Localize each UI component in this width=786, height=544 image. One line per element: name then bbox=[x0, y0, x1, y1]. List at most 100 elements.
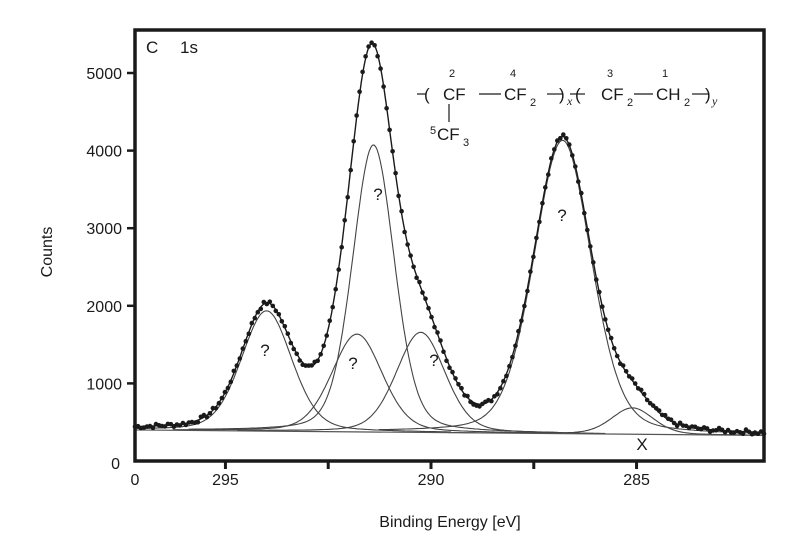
data-point bbox=[507, 363, 512, 369]
data-point bbox=[677, 420, 683, 426]
data-point bbox=[339, 244, 345, 250]
formula-sub-x: x bbox=[566, 94, 573, 108]
y-tick-label: 5000 bbox=[86, 66, 122, 83]
data-point bbox=[579, 190, 584, 196]
component-peak-2 bbox=[172, 333, 541, 434]
data-point bbox=[246, 331, 252, 337]
peak-label: ? bbox=[429, 351, 438, 370]
data-point bbox=[243, 338, 249, 344]
data-point bbox=[432, 324, 437, 330]
data-point bbox=[327, 318, 333, 324]
peak-label: X bbox=[636, 435, 647, 454]
y-tick-label: 2000 bbox=[86, 299, 122, 316]
formula-sub-2b: 2 bbox=[627, 97, 633, 109]
y-tick-label: 1000 bbox=[86, 376, 122, 393]
y-tick-label: 0 bbox=[111, 456, 120, 473]
data-point bbox=[408, 253, 413, 258]
data-point bbox=[513, 343, 518, 349]
data-point bbox=[399, 208, 404, 214]
data-point bbox=[561, 132, 566, 137]
data-point bbox=[549, 156, 554, 161]
data-point bbox=[417, 279, 422, 285]
data-point bbox=[435, 330, 440, 335]
data-point bbox=[279, 319, 285, 324]
data-point bbox=[297, 358, 303, 363]
data-point bbox=[620, 363, 626, 368]
data-point bbox=[641, 391, 647, 397]
data-point bbox=[519, 318, 524, 324]
data-point bbox=[582, 210, 587, 216]
data-point bbox=[447, 365, 452, 371]
data-point bbox=[498, 385, 503, 391]
formula-cf2-b: CF bbox=[601, 85, 624, 104]
data-point bbox=[594, 277, 599, 282]
data-point bbox=[450, 369, 455, 375]
data-point bbox=[405, 242, 410, 247]
y-ticks: 0 1000 2000 3000 4000 5000 bbox=[86, 66, 135, 473]
data-point bbox=[357, 89, 362, 94]
data-point bbox=[330, 304, 336, 310]
data-point bbox=[644, 397, 650, 403]
data-point bbox=[150, 425, 156, 431]
data-point bbox=[656, 408, 662, 413]
data-point bbox=[387, 127, 392, 133]
data-point bbox=[366, 44, 371, 49]
data-point bbox=[674, 423, 680, 429]
y-tick-label: 4000 bbox=[86, 144, 122, 161]
formula-num-3: 3 bbox=[607, 68, 613, 80]
data-point bbox=[438, 338, 443, 343]
x-tick-label: 290 bbox=[418, 472, 445, 489]
data-point bbox=[534, 235, 539, 241]
data-point bbox=[195, 420, 201, 425]
data-point bbox=[231, 368, 237, 374]
data-point bbox=[465, 393, 470, 399]
data-point bbox=[318, 352, 324, 357]
data-point bbox=[402, 229, 407, 235]
y-axis-title: Counts bbox=[39, 227, 56, 278]
formula-sub-2a: 2 bbox=[530, 97, 536, 109]
formula-num-4: 4 bbox=[510, 68, 516, 80]
data-point bbox=[285, 331, 291, 337]
data-point bbox=[315, 358, 321, 364]
data-point bbox=[345, 195, 351, 200]
data-point bbox=[650, 403, 656, 408]
peak-label: ? bbox=[260, 341, 269, 360]
x-tick-label: 0 bbox=[131, 472, 140, 489]
data-point bbox=[623, 369, 629, 374]
data-point bbox=[378, 66, 383, 71]
data-point bbox=[591, 260, 596, 265]
formula-cf2-a: CF bbox=[504, 85, 527, 104]
data-point bbox=[558, 135, 563, 141]
formula-sub-2c: 2 bbox=[684, 97, 690, 109]
data-point bbox=[324, 333, 330, 338]
data-point bbox=[522, 303, 527, 309]
data-point bbox=[459, 385, 464, 391]
data-point bbox=[288, 340, 294, 346]
formula-paren-close-2: ) bbox=[705, 85, 711, 104]
data-point bbox=[543, 185, 548, 190]
formula-num-2: 2 bbox=[449, 68, 455, 80]
data-point bbox=[267, 299, 273, 305]
data-point bbox=[363, 54, 368, 59]
component-peak-3 bbox=[188, 144, 559, 433]
x-ticks: 0 295 290 285 bbox=[131, 461, 650, 489]
data-point bbox=[600, 304, 605, 309]
data-point bbox=[668, 417, 674, 423]
data-point bbox=[564, 136, 569, 141]
component-peak-5 bbox=[378, 139, 747, 434]
peak-label: ? bbox=[348, 354, 357, 373]
data-point bbox=[411, 264, 416, 270]
data-point bbox=[456, 382, 461, 387]
formula-paren-open-1: ( bbox=[424, 85, 430, 104]
data-point bbox=[552, 147, 557, 152]
data-point bbox=[396, 193, 401, 199]
data-point bbox=[384, 106, 389, 111]
peak-label: ? bbox=[373, 185, 382, 204]
data-point bbox=[273, 308, 279, 314]
data-point bbox=[423, 296, 428, 302]
data-point bbox=[429, 314, 434, 320]
data-point bbox=[252, 315, 258, 321]
data-point bbox=[207, 411, 213, 416]
plot-frame bbox=[133, 28, 766, 463]
data-point bbox=[282, 324, 288, 329]
